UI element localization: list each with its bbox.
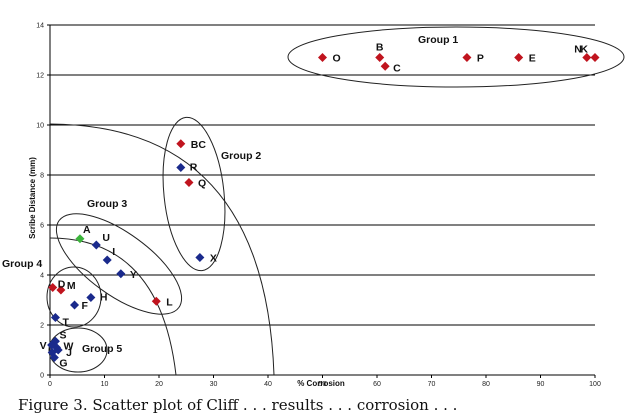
point-label: E [529,53,536,65]
group-ellipses [46,26,625,376]
data-point-n [582,53,592,62]
x-tick-label: 30 [210,381,218,388]
x-axis-title: % Corrosion [297,379,345,388]
data-point-r [176,163,186,172]
data-point-j [53,345,63,355]
x-tick-label: 90 [537,381,545,388]
group-labels: Group 1 Group 2 Group 3 Group 4 Group 5 [2,34,458,355]
data-point-t [50,313,60,322]
data-point-f [70,300,80,310]
point-label: N [574,44,582,56]
point-label: D [58,279,66,291]
data-point-g [49,353,59,362]
point-label: K [580,44,588,56]
x-tick-label: 50 [319,381,327,388]
y-axis-title: Scribe Distance (mm) [28,157,37,239]
x-tick-label: 20 [155,381,163,388]
x-tick-label: 60 [373,381,381,388]
point-label: M [67,280,76,292]
data-point-u [91,240,101,250]
x-tick-label: 0 [48,381,52,388]
point-label: G [59,358,67,370]
data-point-c [380,61,390,71]
point-labels: O BC P E NK BC RQ X AUI Y L D M HF TSV WJG [40,42,589,370]
y-tick-label: 12 [36,73,44,80]
group-2-ellipse [162,116,226,272]
boundary-curve-outer [49,123,275,376]
data-point-h [86,293,96,302]
point-label: R [190,162,198,174]
data-point-l [151,296,161,306]
y-tick-label: 8 [40,173,44,180]
boundary-curve-inner [49,237,177,376]
data-points [47,53,600,362]
group-label: Group 1 [418,34,458,46]
data-point-x [195,253,205,262]
data-point-e [514,53,524,62]
point-label: O [333,53,341,65]
data-point-k [590,53,600,62]
group-label: Group 4 [2,258,42,270]
scatter-chart: 0 2 4 6 8 10 12 14 0 10 20 30 40 50 60 70 80 90 100 O BC P E N… [2,23,625,389]
group-1-ellipse [287,26,625,88]
x-tick-label: 100 [589,381,601,388]
point-label: S [59,329,66,341]
data-point-p [462,53,472,62]
data-point-q [184,178,194,187]
group-5-ellipse [48,327,108,373]
point-label: W [64,341,74,353]
data-point-y [116,269,126,279]
group-label: Group 3 [87,198,127,210]
point-label: Q [198,178,206,190]
point-label: J [66,347,72,359]
x-tick-label: 10 [101,381,109,388]
y-tick-label: 10 [36,123,44,130]
point-label: P [477,53,484,65]
point-label: V [40,340,47,352]
point-label: BC [191,139,207,151]
y-tick-label: 0 [40,373,44,380]
group-3-ellipse [55,213,183,315]
data-point-m [56,285,66,295]
point-label: C [393,62,401,74]
point-label: U [102,232,110,244]
data-point-bc [176,139,186,149]
y-tick-label: 2 [40,323,44,330]
point-label: F [82,300,89,312]
point-label: L [166,296,173,308]
point-label: Y [130,269,137,281]
x-tick-label: 80 [482,381,490,388]
data-point-a [75,234,85,244]
group-label: Group 2 [221,150,261,162]
group-label: Group 5 [82,343,122,355]
x-tick-label: 70 [428,381,436,388]
y-tick-label: 14 [36,23,44,30]
data-point-o [318,53,327,62]
axes [47,24,596,378]
data-point-b [375,53,385,62]
point-label: X [210,253,217,265]
point-label: A [83,224,91,236]
x-tick-label: 40 [264,381,272,388]
data-point-d [48,283,58,292]
point-label: T [62,317,69,329]
tick-labels: 0 2 4 6 8 10 12 14 0 10 20 30 40 50 60 70 80 90 100 [36,23,601,389]
figure-caption: Figure 3. Scatter plot of Cliff . . . re… [18,396,458,414]
group-4-ellipse [46,266,102,328]
point-label: I [112,246,115,258]
y-tick-label: 6 [40,223,44,230]
data-point-i [102,255,112,265]
point-label: B [376,42,384,54]
point-label: H [100,292,108,304]
y-tick-label: 4 [40,273,44,280]
